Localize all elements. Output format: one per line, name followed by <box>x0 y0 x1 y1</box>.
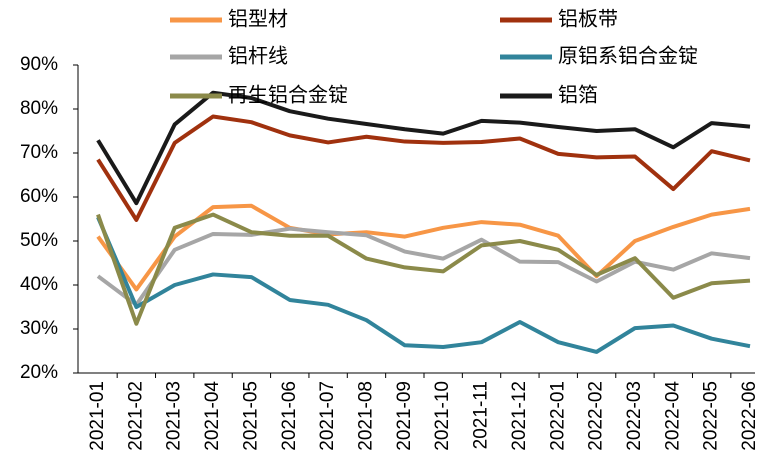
x-tick-label: 2021-07 <box>317 381 338 451</box>
y-tick-label: 20% <box>20 362 58 383</box>
y-tick-label: 70% <box>20 142 58 163</box>
y-tick-label: 90% <box>20 54 58 75</box>
legend-label: 铝板带 <box>558 7 618 30</box>
x-tick-label: 2021-10 <box>432 381 453 451</box>
x-tick-label: 2021-05 <box>240 381 261 451</box>
y-tick-label: 30% <box>20 318 58 339</box>
legend-label: 铝型材 <box>228 7 288 30</box>
series-line <box>96 226 751 307</box>
x-tick-label: 2022-01 <box>547 381 568 451</box>
y-tick-label: 50% <box>20 230 58 251</box>
series-line <box>96 90 751 206</box>
series-line <box>96 212 751 326</box>
y-tick-label: 80% <box>20 98 58 119</box>
x-tick-label: 2021-06 <box>279 381 300 451</box>
x-tick-label: 2022-02 <box>586 381 607 451</box>
x-tick-label: 2022-04 <box>662 381 683 451</box>
series-line <box>96 216 751 354</box>
legend-label: 原铝系铝合金锭 <box>558 44 698 67</box>
series-line <box>96 203 751 292</box>
legend-label: 再生铝合金锭 <box>228 83 348 106</box>
series-line <box>96 114 751 222</box>
x-tick-label: 2021-09 <box>394 381 415 451</box>
x-tick-label: 2022-03 <box>624 381 645 451</box>
x-tick-label: 2021-04 <box>202 381 223 451</box>
x-tick-label: 2021-03 <box>164 381 185 451</box>
x-tick-label: 2021-02 <box>125 381 146 451</box>
y-tick-label: 40% <box>20 274 58 295</box>
x-tick-label: 2022-06 <box>739 381 760 451</box>
legend-label: 铝箔 <box>558 83 598 106</box>
y-tick-label: 60% <box>20 186 58 207</box>
x-tick-label: 2021-11 <box>471 381 492 449</box>
x-tick-label: 2021-08 <box>355 381 376 451</box>
x-tick-label: 2021-12 <box>509 381 530 451</box>
x-tick-label: 2021-01 <box>87 381 108 451</box>
legend-label: 铝杆线 <box>228 44 288 67</box>
x-tick-label: 2022-05 <box>701 381 722 451</box>
